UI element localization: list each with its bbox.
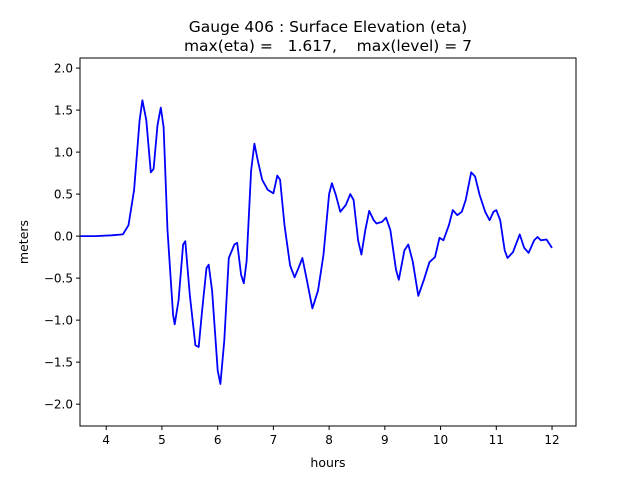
y-tick-label: −1.5 (44, 356, 73, 370)
y-tick-label: 2.0 (54, 62, 73, 76)
chart-subtitle: max(eta) = 1.617, max(level) = 7 (184, 37, 472, 55)
x-tick-label: 11 (489, 433, 504, 447)
x-tick-label: 6 (214, 433, 222, 447)
x-tick-label: 7 (270, 433, 278, 447)
chart-title: Gauge 406 : Surface Elevation (eta) (189, 18, 467, 36)
axes-frame (79, 57, 577, 427)
plot-area (80, 99, 553, 385)
x-axis-label: hours (310, 455, 345, 470)
y-tick-label: −0.5 (44, 272, 73, 286)
y-axis-label: meters (16, 220, 31, 264)
x-tick-label: 12 (544, 433, 559, 447)
x-tick-label: 9 (381, 433, 389, 447)
y-tick-label: 1.0 (54, 146, 73, 160)
y-tick-label: −2.0 (44, 398, 73, 412)
y-tick-label: −1.0 (44, 314, 73, 328)
x-tick-label: 10 (433, 433, 448, 447)
x-tick-label: 4 (102, 433, 110, 447)
y-tick-label: 0.5 (54, 188, 73, 202)
x-tick-label: 5 (158, 433, 166, 447)
x-tick-label: 8 (325, 433, 333, 447)
y-tick-label: 1.5 (54, 104, 73, 118)
series-line-eta (80, 99, 553, 385)
y-tick-label: 0.0 (54, 230, 73, 244)
